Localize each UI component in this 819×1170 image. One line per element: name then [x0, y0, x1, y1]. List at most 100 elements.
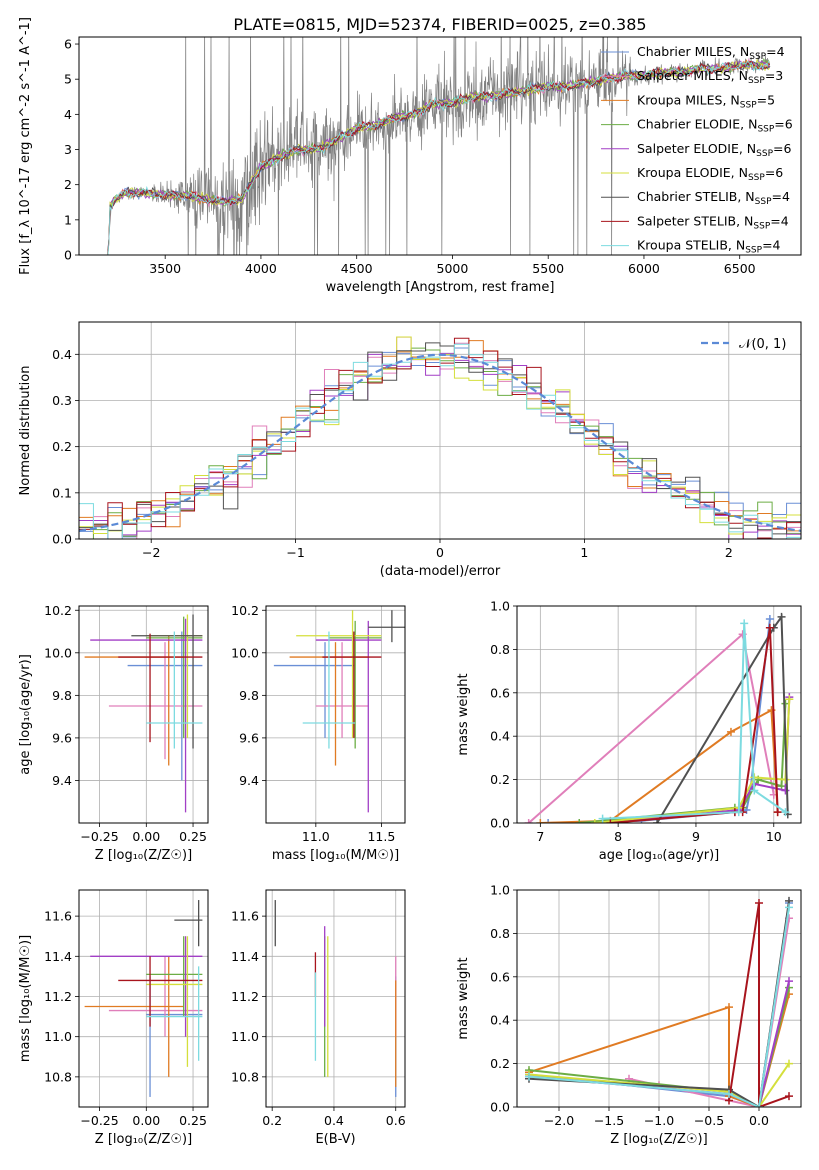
x-tick-label: 6500: [724, 261, 756, 276]
y-tick-label: 11.2: [44, 989, 72, 1004]
x-axis-label: Z [log₁₀(Z/Z☉)]: [610, 1132, 707, 1147]
axes-frame: [265, 889, 406, 1108]
legend-entry: Chabrier STELIB, NSSP=4: [637, 189, 790, 207]
x-tick-label: −0.5: [694, 1113, 724, 1128]
histogram-step: [79, 337, 801, 539]
legend-entry: Kroupa STELIB, NSSP=4: [637, 238, 781, 256]
weight-marker: [606, 819, 615, 823]
y-tick-label: 0.8: [490, 642, 510, 657]
y-tick-label: 11.6: [44, 909, 72, 924]
chart-spectrum: 3500 4000 4500 5000 5500 6000 6500 0 1 2 3 4 5 6 wavel…: [18, 17, 802, 295]
x-tick-label: 4000: [245, 261, 277, 276]
x-tick-label: −1: [286, 545, 304, 560]
chart-z-age: −0.25 0.00 0.25 9.4 9.6 9.8 10.0 10.2 Z [log₁₀(Z…: [18, 603, 209, 863]
y-axis-label: mass weight: [456, 957, 471, 1039]
legend-entry: Kroupa ELODIE, NSSP=6: [637, 165, 783, 183]
weight-marker: [765, 623, 774, 632]
weight-marker: [653, 819, 662, 823]
chart-age-weight: 7 8 9 10 0.0 0.2 0.4 0.6 0.8 1.0 age [log₁₀(age/yr…: [456, 599, 802, 863]
y-tick-label: 0.0: [52, 532, 72, 547]
x-tick-label: 0.2: [262, 1113, 282, 1128]
legend-entry: 𝒩(0, 1): [739, 337, 786, 352]
weight-marker: [773, 808, 782, 817]
spectrum-data-line: [107, 37, 771, 255]
x-tick-label: −2: [142, 545, 160, 560]
weight-marker: [524, 819, 533, 823]
errorbars: [84, 900, 203, 1097]
y-tick-label: 9.6: [239, 730, 259, 745]
x-tick-label: 10: [766, 829, 782, 844]
x-axis-label: wavelength [Angstrom, rest frame]: [326, 280, 555, 295]
x-tick-label: 0.25: [179, 1113, 207, 1128]
x-tick-label: 0.25: [179, 829, 207, 844]
x-tick-label: 7: [536, 829, 544, 844]
y-tick-label: 9.6: [52, 730, 72, 745]
y-tick-label: 9.4: [52, 773, 72, 788]
x-tick-label: 11.5: [367, 829, 395, 844]
y-tick-label: 4: [64, 107, 72, 122]
y-tick-label: 5: [64, 72, 72, 87]
weight-line: [728, 902, 790, 1107]
x-tick-label: 8: [614, 829, 622, 844]
x-tick-label: 0.6: [386, 1113, 406, 1128]
y-axis-label: mass [log₁₀(M/M☉)]: [18, 935, 33, 1062]
spectrum-lines: [107, 37, 771, 255]
weight-marker: [740, 619, 749, 628]
x-tick-label: 5500: [532, 261, 564, 276]
histogram-step: [79, 342, 801, 539]
spectrum-model-line: [107, 60, 770, 255]
y-tick-label: 0.6: [490, 969, 510, 984]
weight-marker: [755, 899, 763, 908]
y-tick-label: 1.0: [490, 883, 510, 898]
errorbars: [273, 610, 405, 813]
legend-entry: Kroupa MILES, NSSP=5: [637, 92, 775, 110]
y-tick-label: 0.1: [52, 485, 72, 500]
x-tick-label: 0.4: [324, 1113, 344, 1128]
errorbars: [274, 900, 397, 1097]
y-tick-label: 10.8: [44, 1069, 72, 1084]
y-axis-label: age [log₁₀(age/yr)]: [18, 654, 33, 775]
weight-marker: [785, 903, 793, 912]
y-tick-label: 11.6: [231, 909, 259, 924]
weight-marker: [755, 1103, 763, 1107]
y-tick-label: 10.2: [231, 603, 259, 618]
axes-frame: [516, 889, 802, 1108]
y-tick-label: 2: [64, 177, 72, 192]
weight-marker: [781, 786, 790, 795]
axes-frame: [516, 605, 802, 824]
weight-marker: [536, 819, 545, 823]
x-axis-label: mass [log₁₀(M/M☉)]: [272, 848, 399, 863]
x-axis-label: (data-model)/error: [380, 564, 501, 579]
x-axis-label: E(B-V): [315, 1132, 355, 1147]
weight-marker: [598, 814, 607, 823]
axes-frame: [78, 889, 209, 1108]
y-tick-label: 11.0: [44, 1029, 72, 1044]
y-tick-label: 11.4: [231, 949, 259, 964]
x-tick-label: 3500: [149, 261, 181, 276]
y-tick-label: 10.0: [231, 645, 259, 660]
histogram-step: [79, 347, 801, 539]
x-axis-label: age [log₁₀(age/yr)]: [599, 848, 720, 863]
weight-marker: [785, 1092, 793, 1101]
axes-frame: [78, 36, 802, 256]
axes-frame: [78, 605, 209, 824]
normal-curve: [79, 353, 801, 532]
x-tick-label: −1.5: [594, 1113, 624, 1128]
y-tick-label: 3: [64, 142, 72, 157]
legend-entry: Salpeter STELIB, NSSP=4: [637, 213, 789, 231]
y-tick-label: 0.0: [490, 816, 510, 831]
x-tick-label: 5000: [437, 261, 469, 276]
weight-marker: [750, 786, 759, 795]
weight-marker: [781, 808, 790, 817]
spectrum-model-line: [107, 61, 770, 255]
x-tick-label: 0: [436, 545, 444, 560]
chart-ebv-mass: 0.2 0.4 0.6 10.8 11.0 11.2 11.4 11.6 E(B-V): [231, 889, 406, 1147]
weight-marker: [575, 819, 584, 823]
x-axis-label: Z [log₁₀(Z/Z☉)]: [95, 1132, 192, 1147]
y-tick-label: 0.3: [52, 393, 72, 408]
legend-entry: Salpeter MILES, NSSP=3: [637, 68, 783, 86]
y-tick-label: 11.0: [231, 1029, 259, 1044]
histogram-step: [79, 336, 801, 539]
weight-marker: [525, 1072, 533, 1081]
